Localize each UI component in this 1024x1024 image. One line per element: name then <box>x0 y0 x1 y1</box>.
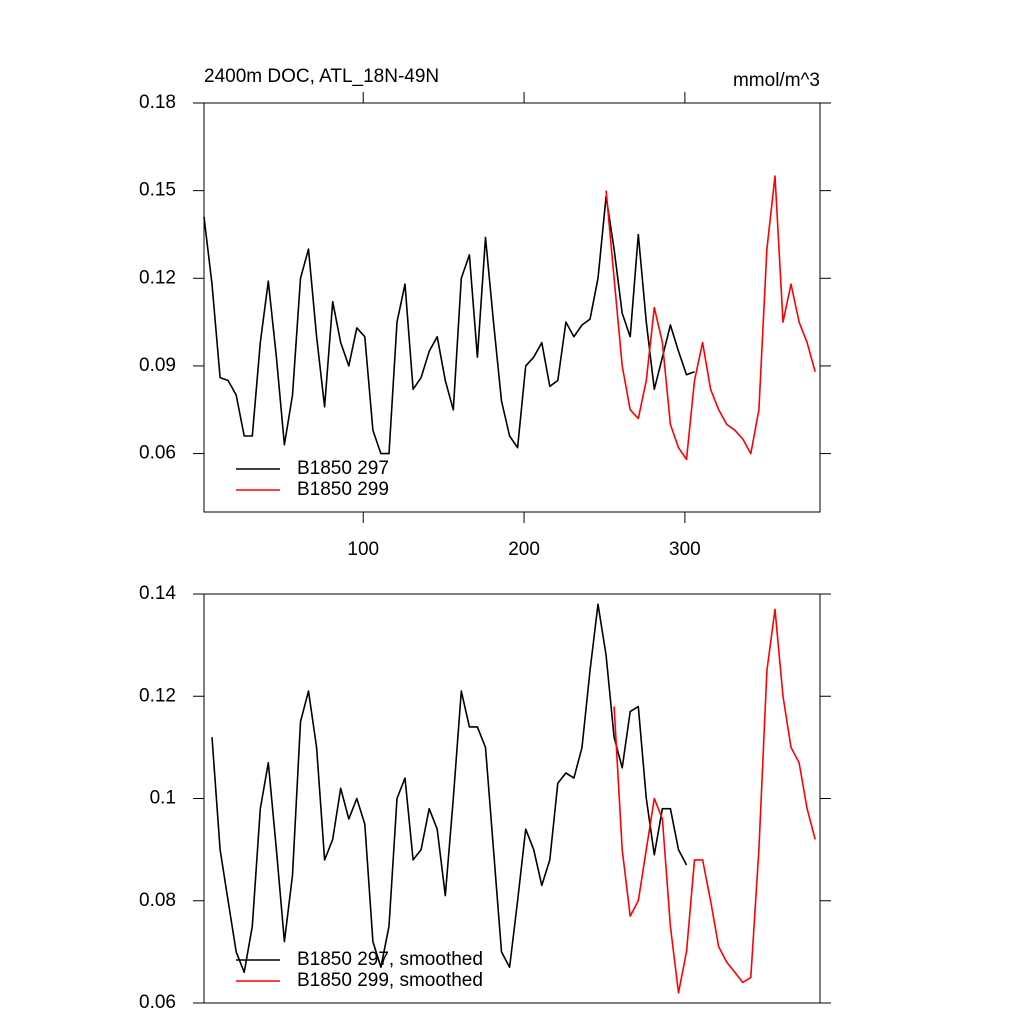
y-tick-label: 0.09 <box>139 355 176 376</box>
chart-title: 2400m DOC, ATL_18N-49N <box>204 66 439 87</box>
y-tick-label: 0.15 <box>139 180 176 201</box>
x-tick-label: 100 <box>347 539 379 560</box>
y-tick-label: 0.18 <box>139 92 176 113</box>
x-tick-label: 200 <box>508 539 540 560</box>
y-tick-label: 0.06 <box>139 443 176 464</box>
legend-label: B1850 297, smoothed <box>297 949 483 970</box>
series-line <box>211 603 688 974</box>
y-tick-label: 0.14 <box>139 583 176 604</box>
units-label: mmol/m^3 <box>733 70 820 91</box>
x-tick-label: 300 <box>669 539 701 560</box>
series-line <box>203 195 695 455</box>
series-line <box>613 608 816 994</box>
series-line <box>605 175 816 461</box>
y-tick-label: 0.06 <box>139 992 176 1013</box>
legend-label: B1850 297 <box>297 458 389 479</box>
y-tick-label: 0.08 <box>139 890 176 911</box>
y-tick-label: 0.12 <box>139 267 176 288</box>
legend-label: B1850 299, smoothed <box>297 970 483 991</box>
y-tick-label: 0.12 <box>139 685 176 706</box>
plot-frame <box>203 102 821 513</box>
legend-label: B1850 299 <box>297 479 389 500</box>
y-tick-label: 0.1 <box>150 788 176 809</box>
